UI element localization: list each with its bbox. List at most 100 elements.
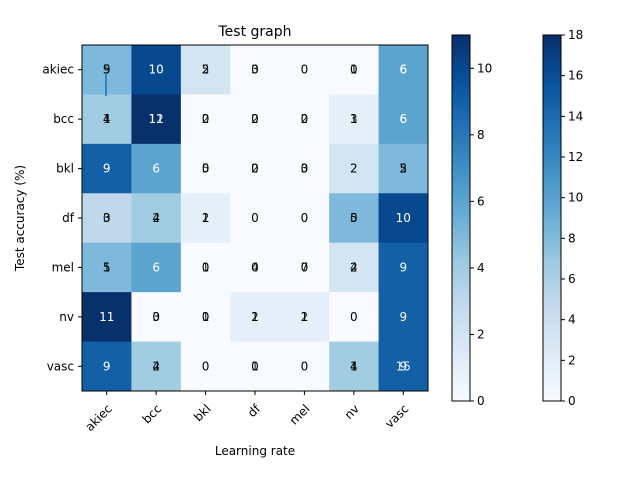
- cell-overlay-label: 1: [202, 260, 210, 274]
- cell-value-label: 4: [103, 112, 111, 126]
- cell-overlay-label: 5: [202, 63, 210, 77]
- cell-value-label: 0: [251, 211, 259, 225]
- heatmap-cell: [82, 292, 132, 343]
- cell-overlay-label: 7: [301, 260, 309, 274]
- heatmap-cell: [82, 143, 132, 194]
- cell-overlay-label: 15: [396, 359, 411, 373]
- cell-value-label: 0: [251, 63, 259, 77]
- cell-value-label: 10: [149, 63, 164, 77]
- heatmap-cell: [279, 45, 330, 95]
- heatmap-cells: [82, 45, 429, 392]
- cell-overlay-label: 1: [103, 112, 111, 126]
- heatmap-cell: [131, 242, 182, 293]
- y-tick-label: bcc: [53, 112, 74, 126]
- cell-overlay-label: 2: [301, 112, 309, 126]
- heatmap-cell: [180, 193, 231, 244]
- cell-value-label: 0: [301, 63, 309, 77]
- chart-title: Test graph: [217, 24, 291, 40]
- heatmap-cell: [378, 143, 429, 194]
- colorbar-tick-label: 0: [477, 394, 485, 408]
- heatmap-cell: [378, 94, 429, 145]
- cell-value-label: 6: [152, 260, 160, 274]
- cell-overlay-label: 2: [152, 359, 160, 373]
- cell-value-label: 6: [399, 63, 407, 77]
- cell-value-label: 4: [152, 359, 160, 373]
- cell-value-label: 9: [103, 162, 111, 176]
- cell-overlay-label: 1: [202, 310, 210, 324]
- x-tick-label: df: [245, 401, 264, 420]
- cell-overlay-label: 3: [301, 162, 309, 176]
- heatmap-overlay-labels: 9 5 3 1 61 12 2 2 2 3 65 2 3 20 2 2 01 1 4 7 43 1 2 22 1 1 15: [103, 63, 411, 374]
- cell-value-label: 9: [103, 359, 111, 373]
- heatmap-cell: [131, 292, 182, 343]
- colorbar-tick-label: 14: [568, 109, 583, 123]
- y-tick-label: mel: [52, 260, 74, 274]
- y-tick-label: nv: [59, 310, 74, 324]
- cell-value-label: 1: [202, 211, 210, 225]
- cell-overlay-label: 2: [202, 211, 210, 225]
- cell-overlay-label: 2: [251, 310, 259, 324]
- heatmap-cell: [279, 94, 330, 145]
- cell-value-label: 0: [251, 112, 259, 126]
- cell-value-label: 0: [301, 112, 309, 126]
- heatmap-cell: [230, 193, 281, 244]
- cell-value-label: 5: [103, 260, 111, 274]
- cell-overlay-label: 6: [399, 112, 407, 126]
- heatmap-cell: [230, 45, 281, 95]
- x-tick-label: nv: [342, 402, 362, 422]
- cell-value-label: 1: [301, 310, 309, 324]
- heatmap-cell: [230, 292, 281, 343]
- heatmap-cell: [230, 94, 281, 145]
- heatmap-cell: [82, 193, 132, 244]
- cell-overlay-label: 3: [152, 310, 160, 324]
- cell-value-label: 0: [251, 359, 259, 373]
- cell-overlay-label: 1: [251, 359, 259, 373]
- heatmap-cell: [378, 292, 429, 343]
- colorbar-tick-label: 8: [477, 128, 485, 142]
- heatmap-cell: [378, 45, 429, 95]
- heatmap-cell: [180, 45, 231, 95]
- colorbar-tick-label: 12: [568, 150, 583, 164]
- heatmap-cell: [378, 193, 429, 244]
- cell-value-label: 0: [301, 211, 309, 225]
- heatmap-cell: [131, 143, 182, 194]
- heatmap-cell: [378, 341, 429, 392]
- cell-overlay-label: 2: [301, 310, 309, 324]
- cell-value-label: 2: [350, 162, 358, 176]
- heatmap-cell: [279, 341, 330, 392]
- x-tick-label: bcc: [140, 402, 165, 427]
- cell-value-label: 0: [251, 162, 259, 176]
- heatmap-cell: [131, 341, 182, 392]
- colorbar-tick-label: 10: [568, 191, 583, 205]
- heatmap-cell: [180, 341, 231, 392]
- heatmap-cell-labels: 5 10 2 0 0 0 64 11 0 0 0 1 69 6 0 0 0 2 53 4 1 0 0 5 105 6 0 0 0 2 911…: [99, 63, 411, 374]
- y-tick-label: vasc: [47, 359, 74, 373]
- cell-value-label: 1: [251, 310, 259, 324]
- colorbar-tick-label: 6: [568, 272, 576, 286]
- heatmap-cell: [131, 94, 182, 145]
- x-tick-label: mel: [287, 402, 313, 428]
- heatmap-cell: [230, 143, 281, 194]
- colorbar-tick-label: 8: [568, 231, 576, 245]
- heatmap-cell: [279, 143, 330, 194]
- heatmap-cell: [329, 292, 380, 343]
- cell-overlay-label: 2: [152, 211, 160, 225]
- cell-value-label: 0: [202, 359, 210, 373]
- cell-overlay-label: 2: [251, 112, 259, 126]
- heatmap-cell: [329, 341, 380, 392]
- y-tick-label: bkl: [56, 162, 74, 176]
- cell-overlay-label: 4: [350, 260, 358, 274]
- cell-value-label: 0: [301, 260, 309, 274]
- heatmap-cell: [131, 193, 182, 244]
- colorbar-tick-label: 4: [568, 313, 576, 327]
- cell-value-label: 9: [399, 310, 407, 324]
- heatmap-cell: [180, 143, 231, 194]
- cell-overlay-label: 1: [350, 359, 358, 373]
- heatmap-cell: [329, 143, 380, 194]
- cell-overlay-label: 3: [350, 112, 358, 126]
- cell-overlay-label: 1: [350, 63, 358, 77]
- cell-value-label: 5: [103, 63, 111, 77]
- x-axis: akiec bcc bkl df mel nv vasc: [83, 391, 411, 434]
- cell-overlay-label: 1: [103, 260, 111, 274]
